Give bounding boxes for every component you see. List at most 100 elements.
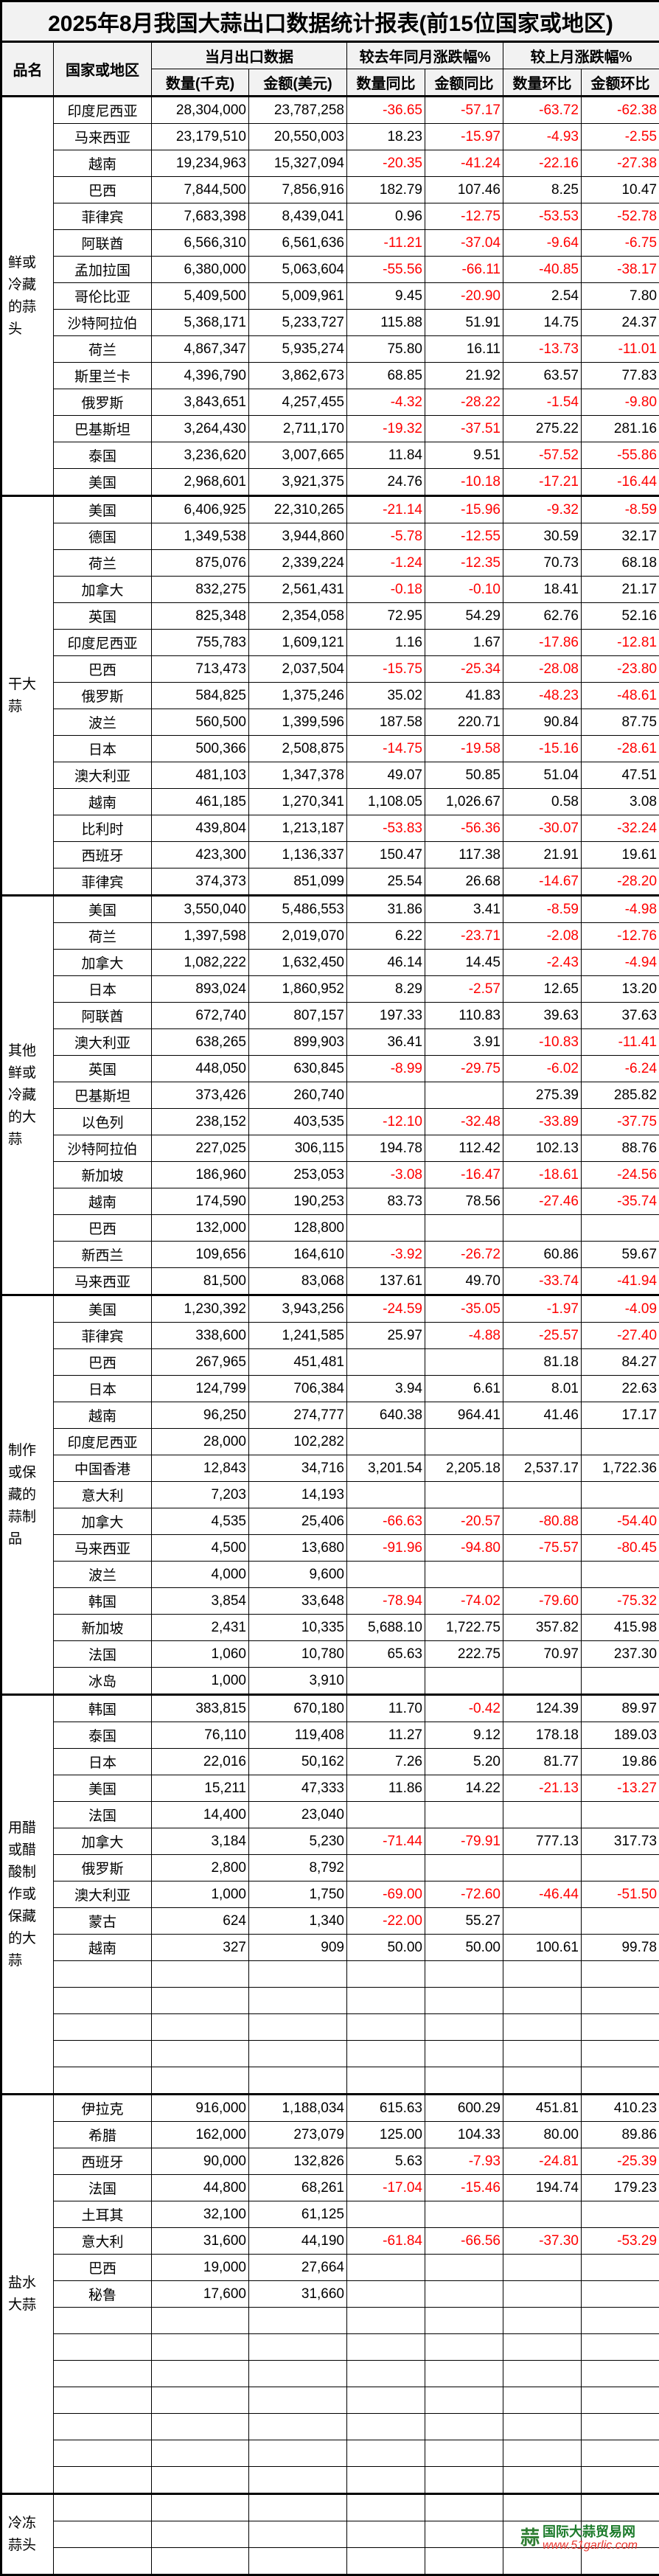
qty-yoy-cell: 8.29 [347, 976, 425, 1003]
amount-yoy-cell: -7.93 [425, 2148, 503, 2175]
qty-mom-cell [503, 1988, 582, 2014]
country-cell: 俄罗斯 [54, 389, 152, 416]
country-cell [54, 2334, 152, 2361]
qty-cell: 755,783 [152, 630, 249, 656]
amount-cell [249, 1961, 347, 1988]
qty-mom-cell: 8.25 [503, 177, 582, 203]
country-cell: 澳大利亚 [54, 1881, 152, 1908]
amount-yoy-cell: 220.71 [425, 709, 503, 736]
qty-cell [152, 2308, 249, 2334]
amount-mom-cell: 7.80 [582, 283, 659, 310]
country-cell [54, 2414, 152, 2440]
amount-mom-cell [582, 1668, 659, 1695]
header-qty: 数量(千克) [152, 69, 249, 97]
amount-mom-cell: 3.08 [582, 789, 659, 815]
qty-mom-cell: 70.97 [503, 1641, 582, 1668]
amount-mom-cell [582, 2334, 659, 2361]
country-cell: 荷兰 [54, 550, 152, 577]
category-label: 鲜或冷藏的蒜头 [1, 97, 54, 496]
country-cell [54, 2521, 152, 2548]
qty-yoy-cell: 0.96 [347, 203, 425, 230]
table-row: 冷冻蒜头 [1, 2494, 659, 2521]
qty-mom-cell: -33.74 [503, 1268, 582, 1295]
country-cell: 沙特阿拉伯 [54, 1135, 152, 1162]
qty-mom-cell [503, 2255, 582, 2281]
qty-cell: 31,600 [152, 2228, 249, 2255]
country-cell: 加拿大 [54, 950, 152, 976]
table-row [1, 2361, 659, 2387]
country-cell [54, 2467, 152, 2494]
category-label: 盐水大蒜 [1, 2095, 54, 2494]
amount-cell: 5,935,274 [249, 336, 347, 363]
amount-mom-cell: 32.17 [582, 523, 659, 550]
amount-mom-cell: -62.38 [582, 97, 659, 124]
amount-yoy-cell: 55.27 [425, 1908, 503, 1935]
qty-yoy-cell: -78.94 [347, 1588, 425, 1615]
amount-mom-cell: 410.23 [582, 2095, 659, 2122]
amount-cell: 102,282 [249, 1429, 347, 1455]
qty-mom-cell: 21.91 [503, 842, 582, 868]
amount-cell: 403,535 [249, 1109, 347, 1135]
country-cell: 巴西 [54, 656, 152, 683]
amount-yoy-cell [425, 2387, 503, 2414]
qty-cell: 461,185 [152, 789, 249, 815]
country-cell: 菲律宾 [54, 868, 152, 896]
table-row [1, 2467, 659, 2494]
amount-cell: 851,099 [249, 868, 347, 896]
qty-yoy-cell [347, 2255, 425, 2281]
country-cell: 荷兰 [54, 336, 152, 363]
qty-mom-cell: -4.93 [503, 124, 582, 150]
amount-cell: 1,399,596 [249, 709, 347, 736]
amount-yoy-cell: 112.42 [425, 1135, 503, 1162]
amount-mom-cell: 37.63 [582, 1003, 659, 1029]
qty-mom-cell: -13.73 [503, 336, 582, 363]
qty-mom-cell: -30.07 [503, 815, 582, 842]
amount-cell: 3,944,860 [249, 523, 347, 550]
amount-mom-cell: 24.37 [582, 310, 659, 336]
amount-mom-cell: -27.38 [582, 150, 659, 177]
amount-cell: 807,157 [249, 1003, 347, 1029]
amount-mom-cell: 1,722.36 [582, 1455, 659, 1482]
amount-yoy-cell [425, 2361, 503, 2387]
amount-yoy-cell: -94.80 [425, 1535, 503, 1562]
amount-cell: 68,261 [249, 2175, 347, 2201]
amount-cell: 5,233,727 [249, 310, 347, 336]
amount-cell: 5,009,961 [249, 283, 347, 310]
qty-mom-cell: -6.02 [503, 1056, 582, 1082]
country-cell: 日本 [54, 976, 152, 1003]
amount-yoy-cell: -56.36 [425, 815, 503, 842]
country-cell: 韩国 [54, 1695, 152, 1722]
site-logo: 蒜 国际大蒜贸易网 www.51garlic.com [520, 2521, 653, 2557]
qty-yoy-cell [347, 2414, 425, 2440]
amount-yoy-cell [425, 1429, 503, 1455]
qty-yoy-cell: 5,688.10 [347, 1615, 425, 1641]
qty-yoy-cell: 197.33 [347, 1003, 425, 1029]
country-cell: 俄罗斯 [54, 683, 152, 709]
amount-mom-cell: -13.27 [582, 1775, 659, 1802]
qty-cell: 15,211 [152, 1775, 249, 1802]
qty-mom-cell: 451.81 [503, 2095, 582, 2122]
qty-cell [152, 1961, 249, 1988]
qty-yoy-cell: -15.75 [347, 656, 425, 683]
amount-cell: 3,862,673 [249, 363, 347, 389]
qty-yoy-cell [347, 2494, 425, 2521]
qty-cell: 713,473 [152, 656, 249, 683]
amount-cell [249, 2440, 347, 2467]
amount-cell: 23,787,258 [249, 97, 347, 124]
country-cell: 新加坡 [54, 1162, 152, 1188]
